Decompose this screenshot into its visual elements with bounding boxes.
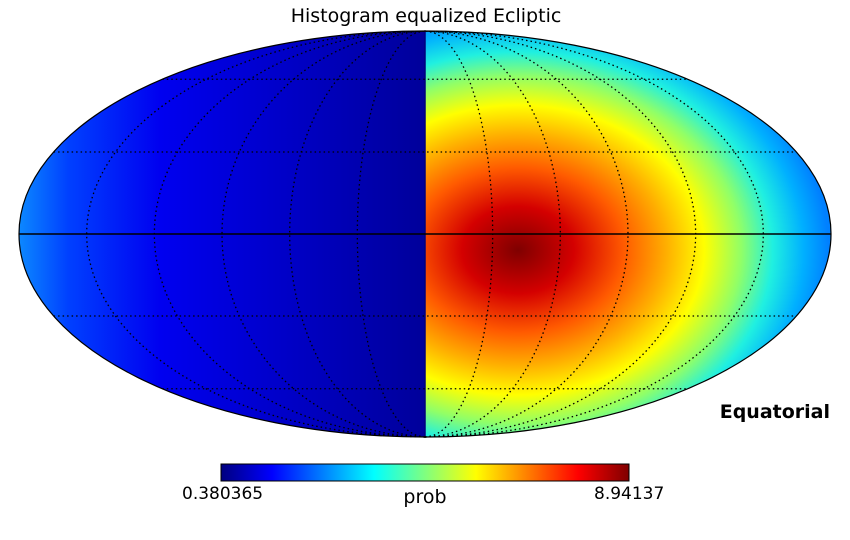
chart-title: Histogram equalized Ecliptic xyxy=(290,5,562,27)
meridian-line xyxy=(289,30,426,438)
meridian-line xyxy=(86,30,426,438)
colorbar-label: prob xyxy=(403,486,447,508)
colorbar xyxy=(220,463,630,482)
colorbar-max-label: 8.94137 xyxy=(594,484,665,504)
meridian-line xyxy=(424,30,561,438)
colorbar-min-label: 0.380365 xyxy=(182,484,264,504)
coordinate-system-label: Equatorial xyxy=(719,401,830,423)
